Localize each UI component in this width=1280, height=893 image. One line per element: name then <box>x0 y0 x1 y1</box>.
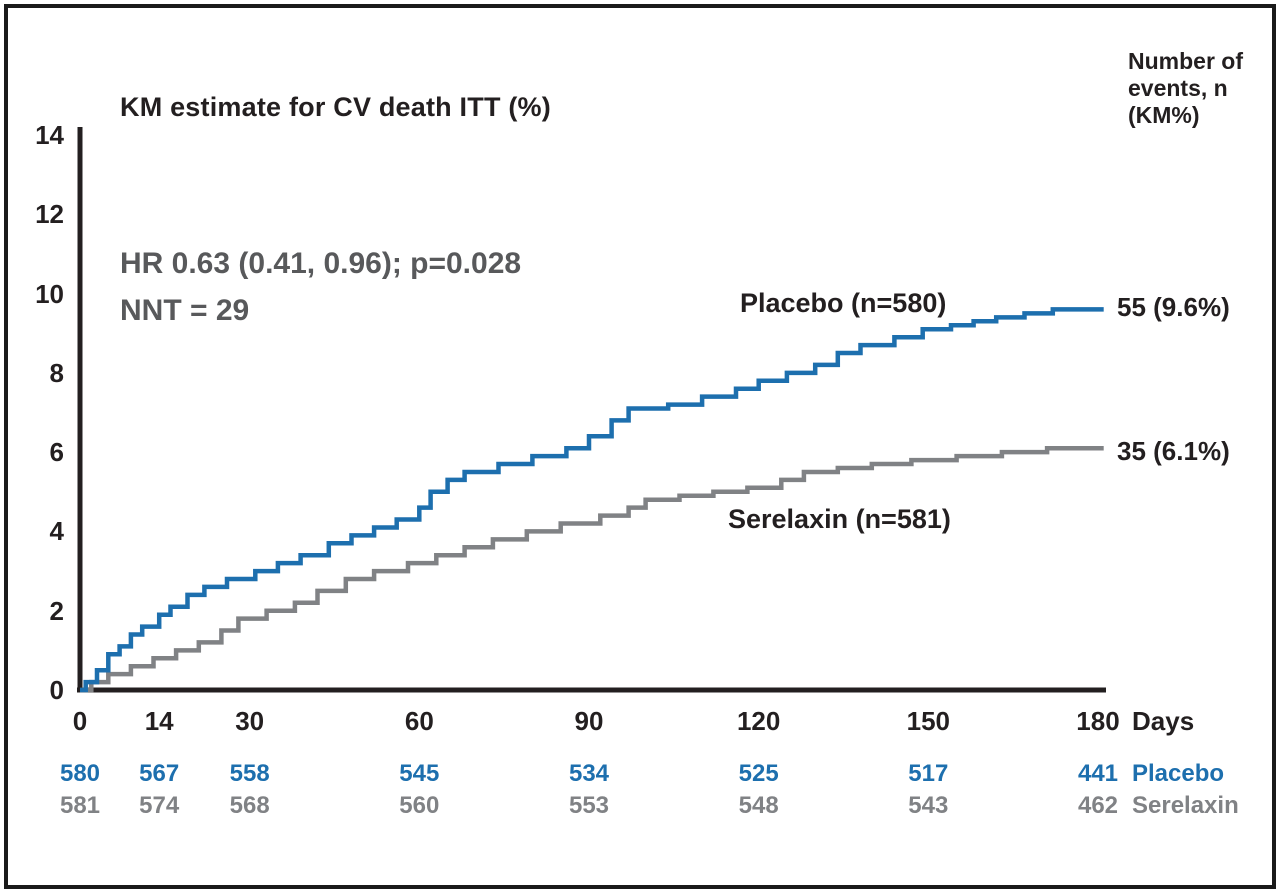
nnt-text: NNT = 29 <box>120 294 250 327</box>
serelaxin-km-curve <box>80 445 1104 693</box>
events-header-line: Number of <box>1128 48 1243 74</box>
x-tick-label-150: 150 <box>906 706 951 736</box>
y-tick-label-8: 8 <box>49 357 64 388</box>
x-tick-label-120: 120 <box>736 706 781 736</box>
at-risk-serelaxin-day120: 548 <box>738 792 779 819</box>
at-risk-placebo-day120: 525 <box>738 760 779 787</box>
serelaxin-curve-label: Serelaxin (n=581) <box>728 504 951 534</box>
x-tick-label-60: 60 <box>404 706 434 736</box>
at-risk-placebo-day90: 534 <box>568 760 610 787</box>
y-tick-label-10: 10 <box>35 278 64 309</box>
at-risk-serelaxin-day0: 581 <box>59 792 101 819</box>
placebo-km-curve <box>80 307 1104 693</box>
at-risk-serelaxin-day60: 560 <box>399 792 440 819</box>
hazard-ratio-text: HR 0.63 (0.41, 0.96); p=0.028 <box>120 247 522 280</box>
y-tick-label-6: 6 <box>49 437 64 468</box>
legend-serelaxin-label: Serelaxin <box>1132 792 1239 819</box>
x-tick-label-14: 14 <box>144 706 174 736</box>
stat-block: HR 0.63 (0.41, 0.96); p=0.028 NNT = 29 <box>120 240 521 334</box>
x-tick-label-180: 180 <box>1076 706 1120 736</box>
at-risk-serelaxin-day90: 553 <box>568 792 610 819</box>
at-risk-serelaxin-day14: 574 <box>139 792 180 819</box>
x-axis-unit-label: Days <box>1132 706 1195 736</box>
x-tick-label-90: 90 <box>574 706 604 736</box>
y-tick-label-12: 12 <box>35 199 64 230</box>
serelaxin-events-label: 35 (6.1%) <box>1117 436 1230 466</box>
at-risk-serelaxin-day150: 543 <box>908 792 949 819</box>
y-tick-label-4: 4 <box>49 516 64 547</box>
x-tick-label-0: 0 <box>72 706 88 736</box>
chart-title: KM estimate for CV death ITT (%) <box>120 92 551 122</box>
at-risk-serelaxin-day180: 462 <box>1077 792 1119 819</box>
at-risk-placebo-day180: 441 <box>1077 760 1119 787</box>
events-header: Number of events, n (KM%) <box>1128 48 1243 129</box>
events-header-line: (KM%) <box>1128 102 1200 128</box>
at-risk-placebo-day150: 517 <box>908 760 949 787</box>
at-risk-serelaxin-day30: 568 <box>229 792 270 819</box>
x-tick-label-30: 30 <box>235 706 265 736</box>
at-risk-placebo-day60: 545 <box>399 760 440 787</box>
y-tick-label-2: 2 <box>49 595 64 626</box>
at-risk-placebo-day14: 567 <box>139 760 180 787</box>
events-header-line: events, n <box>1128 75 1228 101</box>
placebo-curve-label: Placebo (n=580) <box>740 288 947 318</box>
legend-placebo-label: Placebo <box>1132 760 1225 787</box>
y-tick-label-0: 0 <box>49 675 64 705</box>
at-risk-placebo-day0: 580 <box>59 760 101 787</box>
y-tick-label-14: 14 <box>35 120 64 150</box>
at-risk-placebo-day30: 558 <box>229 760 270 787</box>
placebo-events-label: 55 (9.6%) <box>1117 292 1230 322</box>
